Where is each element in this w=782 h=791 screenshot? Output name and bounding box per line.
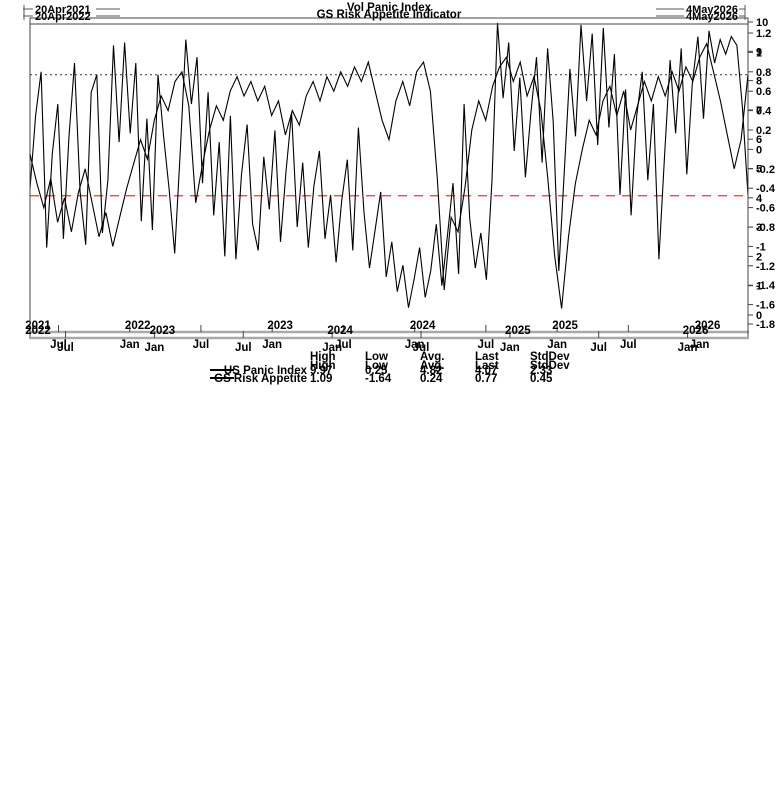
y-axis-tick-label: -0.6 — [756, 203, 775, 215]
y-axis-tick-label: -1.6 — [756, 300, 775, 312]
gs-risk-appetite-chart: 20Apr2022 GS Risk Appetite Indicator 4May2… — [23, 9, 776, 385]
y-axis-tick-label: 1 — [756, 281, 762, 293]
series-line — [29, 22, 749, 308]
y-axis-tick-label: 4 — [756, 193, 763, 205]
series-line — [29, 42, 749, 309]
stats-header-low: Low — [365, 360, 388, 372]
stats-header-low: Low — [365, 351, 388, 363]
x-axis-tick-label: Jul — [50, 339, 67, 351]
year-label: 2025 — [552, 320, 578, 332]
y-axis-tick-label: -1 — [756, 241, 766, 253]
stat-value-low: -1.64 — [365, 373, 392, 385]
window-start-label: 20Apr2022 — [35, 11, 91, 23]
y-axis-tick-label: 5 — [756, 164, 762, 176]
x-axis-tick-label: Jan — [322, 342, 342, 354]
stat-value-avg: 4.82 — [420, 365, 442, 377]
series-name-label: US Panic Index — [224, 365, 308, 377]
y-axis-tick-label: 0.8 — [756, 67, 771, 79]
year-label: 2026 — [695, 320, 721, 332]
x-axis-tick-label: Jul — [57, 342, 74, 354]
y-axis-tick-label: 7 — [756, 105, 762, 117]
series-name-label: GS Risk Appetite — [214, 373, 307, 385]
y-axis-tick-label: 8 — [756, 76, 762, 88]
plot-frame — [29, 23, 749, 339]
x-axis-tick-label: Jul — [478, 339, 495, 351]
stats-header-avg: Avg. — [420, 351, 445, 363]
y-axis-tick-label: 0.2 — [756, 125, 771, 137]
y-axis-tick-label: 6 — [756, 134, 762, 146]
stat-value-stddev: 2.33 — [530, 365, 552, 377]
stats-header-high: High — [310, 351, 336, 363]
x-axis-tick-label: Jan — [120, 339, 140, 351]
stats-header-last: Last — [475, 351, 499, 363]
stats-header-stddev: StdDev — [530, 351, 570, 363]
x-axis-tick-label: Jul — [590, 342, 607, 354]
y-axis-tick-label: 9 — [756, 46, 762, 58]
x-axis-tick-label: Jul — [335, 339, 352, 351]
chart-title: Vol Panic Index — [347, 2, 432, 14]
year-label: 2023 — [267, 320, 293, 332]
stat-value-low: 0.25 — [365, 365, 388, 377]
y-axis-tick-label: -0.2 — [756, 164, 775, 176]
stats-header-last: Last — [475, 360, 499, 372]
stat-value-high: 9.97 — [310, 365, 332, 377]
year-label: 2022 — [125, 320, 151, 332]
y-axis-tick-label: -1.2 — [756, 261, 775, 273]
y-axis-tick-label: 2 — [756, 251, 762, 263]
chart-title: GS Risk Appetite Indicator — [317, 9, 462, 21]
window-end-label: 4May2026 — [686, 4, 738, 16]
x-axis-tick-label: Jan — [144, 342, 164, 354]
stat-value-last: 4.07 — [475, 365, 497, 377]
x-axis-tick-label: Jul — [235, 342, 252, 354]
x-axis-tick-label: Jul — [413, 342, 430, 354]
y-axis-tick-label: 0 — [756, 144, 762, 156]
y-axis-tick-label: 0.4 — [756, 106, 772, 118]
window-start-label: 20Apr2021 — [35, 4, 91, 16]
stat-value-avg: 0.24 — [420, 373, 443, 385]
stat-value-stddev: 0.45 — [530, 373, 553, 385]
year-label: 2024 — [410, 320, 436, 332]
x-axis-tick-label: Jul — [193, 339, 210, 351]
x-axis-tick-label: Jan — [678, 342, 698, 354]
y-axis-tick-label: 3 — [756, 222, 762, 234]
y-axis-tick-label: -1.4 — [756, 280, 776, 292]
y-axis-tick-label: 10 — [756, 17, 768, 29]
stats-header-avg: Avg. — [420, 360, 445, 372]
year-label: 2025 — [505, 325, 531, 337]
x-axis-tick-label: Jul — [620, 339, 637, 351]
x-axis-tick-label: Jan — [500, 342, 520, 354]
window-end-label: 4May2026 — [686, 11, 738, 23]
x-axis-tick-label: Jan — [262, 339, 282, 351]
stat-value-high: 1.09 — [310, 373, 332, 385]
year-label: 2024 — [327, 325, 353, 337]
x-axis-tick-label: Jan — [547, 339, 567, 351]
y-axis-tick-label: 1 — [756, 47, 762, 59]
stat-value-last: 0.77 — [475, 373, 497, 385]
y-axis-tick-label: 1.2 — [756, 28, 771, 40]
x-axis-tick-label: Jan — [690, 339, 710, 351]
stats-header-stddev: StdDev — [530, 360, 570, 372]
stats-header-high: High — [310, 360, 336, 372]
x-axis-tick-label: Jan — [405, 339, 425, 351]
y-axis-tick-label: -0.4 — [756, 183, 776, 195]
y-axis-tick-label: -1.8 — [756, 319, 775, 331]
y-axis-tick-label: 0 — [756, 310, 762, 322]
year-label: 2023 — [150, 325, 176, 337]
y-axis-tick-label: 0.6 — [756, 86, 771, 98]
year-label: 2026 — [683, 325, 709, 337]
year-label: 2022 — [25, 325, 51, 337]
y-axis-tick-label: -0.8 — [756, 222, 775, 234]
year-label: 2021 — [25, 320, 51, 332]
